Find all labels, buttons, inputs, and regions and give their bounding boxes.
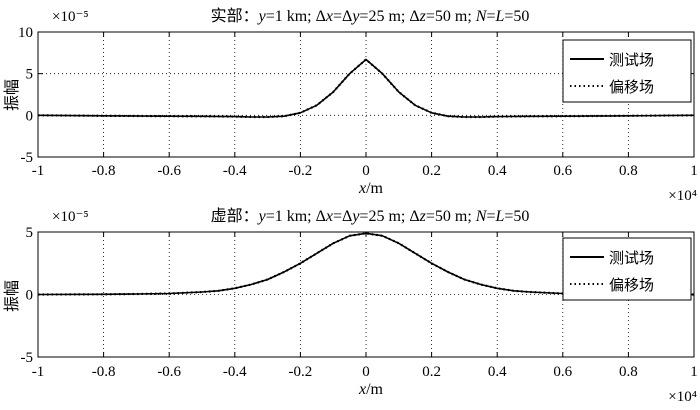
chart-real-part: 实部：y=1 km; Δx=Δy=25 m; Δz=50 m; N=L=50 ×… xyxy=(3,7,698,204)
chart-title: 实部：y=1 km; Δx=Δy=25 m; Δz=50 m; N=L=50 xyxy=(211,7,530,25)
x-tick-label: 0.6 xyxy=(553,163,572,179)
x-multiplier-label: ×10⁴ xyxy=(668,389,697,405)
chart-title: 虚部：y=1 km; Δx=Δy=25 m; Δz=50 m; N=L=50 xyxy=(211,207,530,225)
x-multiplier-label: ×10⁴ xyxy=(668,188,697,204)
x-tick-label: 1 xyxy=(690,364,698,380)
x-tick-label: 0.2 xyxy=(422,163,441,179)
x-tick-label: -0.8 xyxy=(92,163,116,179)
legend-box xyxy=(562,39,692,103)
legend-label-test-field: 测试场 xyxy=(609,52,654,69)
series-lines xyxy=(37,232,695,296)
y-tick-label: -5 xyxy=(21,150,34,166)
y-tick-label: 0 xyxy=(26,288,34,304)
y-tick-label: 5 xyxy=(26,225,34,241)
plot-frame xyxy=(37,231,695,358)
x-tick-label: -1 xyxy=(32,364,45,380)
legend-label-test-field: 测试场 xyxy=(609,250,654,267)
x-tick-label: -0.4 xyxy=(223,364,247,380)
x-ticks: -1 -0.8 -0.6 -0.4 -0.2 0 0.2 0.4 0.6 0.8 1 xyxy=(32,232,698,380)
legend-label-migration-field: 偏移场 xyxy=(609,277,654,294)
y-multiplier-label: ×10⁻⁵ xyxy=(52,9,89,25)
x-tick-label: -0.4 xyxy=(223,163,247,179)
x-tick-label: 1 xyxy=(690,163,698,179)
x-ticks: -1 -0.8 -0.6 -0.4 -0.2 0 0.2 0.4 0.6 0.8 1 xyxy=(32,32,698,179)
x-tick-label: 0 xyxy=(362,364,370,380)
y-tick-label: 5 xyxy=(26,67,34,83)
x-axis-label: x/m xyxy=(358,180,384,197)
y-multiplier-label: ×10⁻⁵ xyxy=(52,209,89,225)
x-tick-label: -1 xyxy=(32,163,45,179)
y-tick-label: -5 xyxy=(21,350,34,366)
x-tick-label: 0.6 xyxy=(553,364,572,380)
y-axis-label: 振幅 xyxy=(3,280,21,312)
y-axis-label: 振幅 xyxy=(3,79,21,111)
x-tick-label: -0.2 xyxy=(289,364,313,380)
legend: 测试场 偏移场 xyxy=(562,39,692,103)
plot-frame xyxy=(37,31,695,158)
x-tick-label: -0.6 xyxy=(157,163,181,179)
legend: 测试场 偏移场 xyxy=(562,237,692,301)
legend-box xyxy=(562,237,692,301)
x-tick-label: -0.2 xyxy=(289,163,313,179)
x-tick-label: 0.2 xyxy=(422,364,441,380)
series-line-migration-field xyxy=(37,58,695,119)
x-tick-label: 0.4 xyxy=(488,163,507,179)
x-axis-label: x/m xyxy=(358,381,384,398)
x-tick-label: 0 xyxy=(362,163,370,179)
y-tick-label: 0 xyxy=(26,108,34,124)
legend-label-migration-field: 偏移场 xyxy=(609,79,654,96)
x-tick-label: 0.4 xyxy=(488,364,507,380)
chart-imaginary-part: 虚部：y=1 km; Δx=Δy=25 m; Δz=50 m; N=L=50 ×… xyxy=(3,207,698,405)
x-tick-label: -0.8 xyxy=(92,364,116,380)
x-tick-label: 0.8 xyxy=(619,163,638,179)
y-ticks: -5 0 5 10 xyxy=(18,25,694,166)
y-tick-label: 10 xyxy=(18,25,33,41)
x-tick-label: 0.8 xyxy=(619,364,638,380)
x-tick-label: -0.6 xyxy=(157,364,181,380)
series-line-test-field xyxy=(37,232,695,296)
series-lines xyxy=(37,58,695,119)
